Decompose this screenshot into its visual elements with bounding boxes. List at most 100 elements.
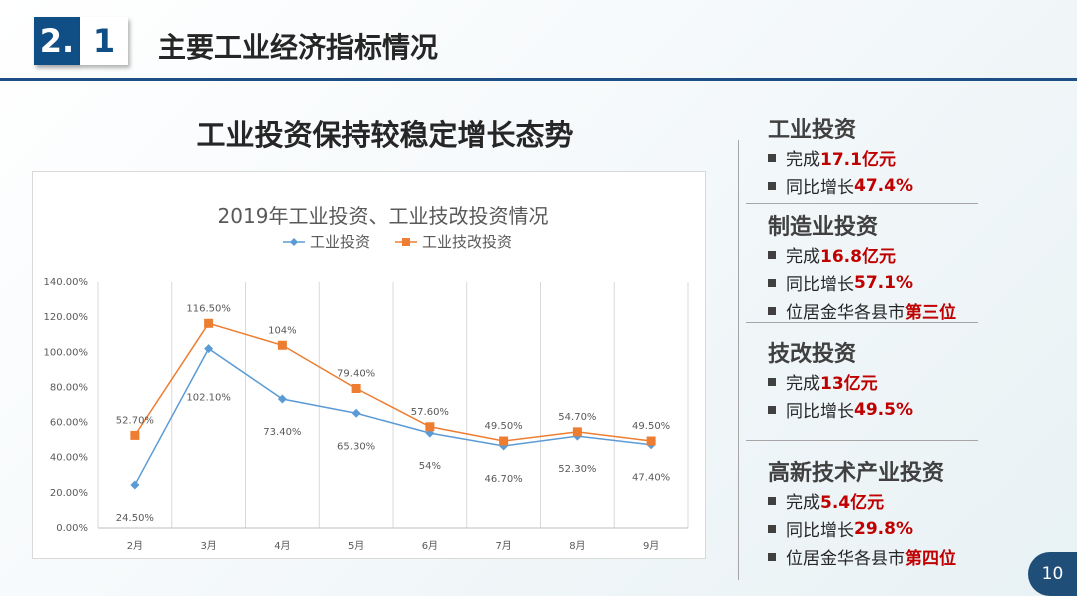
data-label-0: 54% xyxy=(419,461,441,472)
bullet-square-icon xyxy=(768,405,776,414)
bullet-square-icon xyxy=(768,306,776,315)
data-point-1 xyxy=(572,427,582,437)
sidebar-item-value: 第四位 xyxy=(905,549,956,569)
legend-marker-0 xyxy=(290,238,298,246)
chart-series: 24.50% 102.10% 73.40% 65.30% 54% 46.70% 52.30%… xyxy=(116,303,670,524)
y-tick-label: 140.00% xyxy=(44,277,89,288)
y-tick-label: 80.00% xyxy=(50,382,88,393)
data-label-0: 46.70% xyxy=(485,474,523,485)
subsection-number-badge: 1 xyxy=(80,17,128,65)
data-point-0 xyxy=(204,344,214,354)
data-point-1 xyxy=(646,436,656,446)
sidebar-item-label: 同比增长 xyxy=(786,275,854,295)
sidebar-item: 完成 5.4亿元 xyxy=(768,488,884,513)
slide-headline: 工业投资保持较稳定增长态势 xyxy=(196,118,574,152)
data-label-1: 57.60% xyxy=(411,407,449,418)
sidebar-item: 完成 17.1亿元 xyxy=(768,145,896,170)
bullet-square-icon xyxy=(768,524,776,533)
sidebar-item-label: 完成 xyxy=(786,374,820,394)
data-label-0: 52.30% xyxy=(558,464,596,475)
sidebar-item-label: 完成 xyxy=(786,150,820,170)
sidebar-item: 同比增长 57.1% xyxy=(768,270,913,295)
y-tick-label: 40.00% xyxy=(50,453,88,464)
sidebar-item-value: 第三位 xyxy=(905,303,956,323)
sidebar-item-label: 位居金华各县市 xyxy=(786,549,905,569)
x-tick-label: 7月 xyxy=(495,540,511,552)
data-point-0 xyxy=(351,408,361,418)
data-point-1 xyxy=(499,436,509,446)
x-tick-label: 3月 xyxy=(200,540,216,552)
data-label-1: 79.40% xyxy=(337,368,375,379)
sidebar-item-label: 完成 xyxy=(786,493,820,513)
x-axis-ticks: 2月 3月 4月 5月 6月 7月 8月 9月 xyxy=(127,540,660,552)
legend-marker-1 xyxy=(402,238,410,246)
section-number-badge: 2. xyxy=(34,17,80,65)
sidebar-section-title: 高新技术产业投资 xyxy=(768,461,945,486)
data-point-0 xyxy=(130,480,140,490)
x-tick-label: 8月 xyxy=(569,540,585,552)
sidebar-divider xyxy=(746,322,978,323)
y-tick-label: 0.00% xyxy=(56,523,88,534)
x-tick-label: 5月 xyxy=(348,540,364,552)
sidebar-divider xyxy=(746,203,978,204)
data-point-1 xyxy=(130,430,140,440)
data-point-1 xyxy=(204,318,214,328)
data-label-1: 49.50% xyxy=(485,421,523,432)
chart-title: 2019年工业投资、工业技改投资情况 xyxy=(218,204,549,228)
sidebar-item: 位居金华各县市 第四位 xyxy=(768,544,956,569)
sidebar-item-label: 同比增长 xyxy=(786,521,854,541)
sidebar-item-value: 49.5% xyxy=(854,399,913,420)
data-label-1: 116.50% xyxy=(186,303,231,314)
sidebar-section-title: 制造业投资 xyxy=(768,215,879,240)
data-label-1: 54.70% xyxy=(558,412,596,423)
y-tick-label: 20.00% xyxy=(50,488,88,499)
bullet-square-icon xyxy=(768,377,776,386)
sidebar-item: 位居金华各县市 第三位 xyxy=(768,298,956,323)
bullet-square-icon xyxy=(768,250,776,259)
legend-label-1: 工业技改投资 xyxy=(422,233,512,251)
sidebar-item-value: 13亿元 xyxy=(820,374,878,394)
x-tick-label: 4月 xyxy=(274,540,290,552)
sidebar-item-value: 47.4% xyxy=(854,175,913,196)
chart-canvas: 2019年工业投资、工业技改投资情况 工业投资 工业技改投资 0.00% 20.00… xyxy=(44,204,689,552)
bullet-square-icon xyxy=(768,153,776,162)
data-label-0: 65.30% xyxy=(337,441,375,452)
sidebar-item: 完成 13亿元 xyxy=(768,369,878,394)
data-point-1 xyxy=(351,383,361,393)
sidebar-item: 同比增长 49.5% xyxy=(768,397,913,422)
sidebar-item: 完成 16.8亿元 xyxy=(768,242,896,267)
legend-label-0: 工业投资 xyxy=(310,233,370,251)
data-label-1: 52.70% xyxy=(116,415,154,426)
page-title: 主要工业经济指标情况 xyxy=(158,31,439,64)
sidebar-divider-vertical xyxy=(738,140,739,580)
sidebar-item-label: 完成 xyxy=(786,247,820,267)
series-line-0 xyxy=(134,347,652,486)
investment-line-chart: 2019年工业投资、工业技改投资情况 工业投资 工业技改投资 0.00% 20.00… xyxy=(32,171,706,559)
page-number: 10 xyxy=(1028,552,1077,596)
y-tick-label: 100.00% xyxy=(44,347,89,358)
sidebar-item-value: 17.1亿元 xyxy=(820,150,896,170)
y-axis-ticks: 0.00% 20.00% 40.00% 60.00% 80.00% 100.00% 120.… xyxy=(44,277,89,534)
data-label-1: 49.50% xyxy=(632,421,670,432)
sidebar-section-title: 工业投资 xyxy=(768,118,857,143)
chart-legend: 工业投资 工业技改投资 xyxy=(283,233,512,251)
bullet-square-icon xyxy=(768,496,776,505)
y-tick-label: 60.00% xyxy=(50,418,88,429)
sidebar-item: 同比增长 29.8% xyxy=(768,516,913,541)
header-divider xyxy=(0,78,1077,81)
sidebar-section-title: 技改投资 xyxy=(768,342,857,367)
series-line-1 xyxy=(134,322,652,442)
data-label-0: 102.10% xyxy=(186,393,231,404)
sidebar-item-label: 同比增长 xyxy=(786,402,854,422)
bullet-square-icon xyxy=(768,552,776,561)
sidebar-item-value: 29.8% xyxy=(854,518,913,539)
chart-gridlines xyxy=(97,282,689,529)
bullet-square-icon xyxy=(768,278,776,287)
sidebar-item-value: 16.8亿元 xyxy=(820,247,896,267)
data-label-1: 104% xyxy=(268,325,297,336)
x-tick-label: 2月 xyxy=(127,540,143,552)
data-point-0 xyxy=(277,394,287,404)
sidebar-item-value: 57.1% xyxy=(854,272,913,293)
sidebar-item-label: 同比增长 xyxy=(786,178,854,198)
data-point-1 xyxy=(425,422,435,432)
